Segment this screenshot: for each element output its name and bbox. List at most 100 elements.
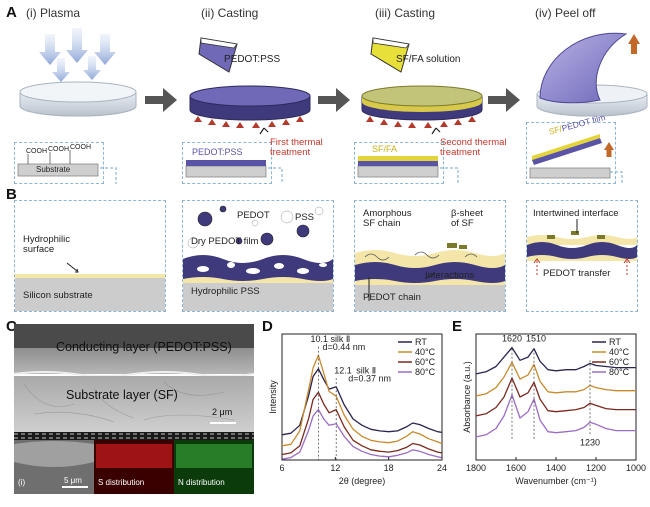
legend-label-3: 80°C bbox=[415, 367, 436, 377]
label-sf-fa-layer: SF/FA bbox=[372, 144, 398, 154]
chart-ftir: 1800 1600 1400 1200 1000 Wavenumber (cm⁻¹) Abs… bbox=[462, 333, 646, 486]
panel-a-letter: A bbox=[6, 4, 17, 21]
x-tick-label-4: 1000 bbox=[626, 463, 646, 473]
label-cooh-2: COOH bbox=[48, 146, 69, 153]
series-line-2 bbox=[281, 391, 443, 456]
panel-a-illustration bbox=[17, 28, 648, 184]
annotation-d-044: d=0.44 nm bbox=[322, 342, 365, 352]
label-hydrophilic-pss: Hydrophilic PSS bbox=[191, 286, 260, 297]
process-arrow-2 bbox=[318, 88, 350, 112]
legend-label-1: 40°C bbox=[609, 347, 630, 357]
x-tick-label-1: 1600 bbox=[506, 463, 526, 473]
plasma-arrows bbox=[39, 28, 116, 82]
legend-label-3: 80°C bbox=[609, 367, 630, 377]
label-conducting-layer: Conducting layer (PEDOT:PSS) bbox=[56, 340, 232, 354]
panel-b-letter: B bbox=[6, 186, 17, 203]
schematic-pedot-layer bbox=[185, 160, 267, 178]
plot-frame bbox=[281, 333, 443, 461]
label-first-thermal: First thermal treatment bbox=[270, 137, 323, 158]
annotation-silk-ii-2: silk Ⅱ bbox=[356, 365, 376, 375]
b3-illustration bbox=[355, 243, 505, 311]
frame-substrate bbox=[14, 142, 104, 184]
series-line-2 bbox=[475, 377, 636, 417]
label-amorphous-sf: Amorphous SF chain bbox=[363, 208, 412, 229]
label-pedot-pss-layer: PEDOT:PSS bbox=[192, 147, 243, 157]
step-peel-off-title: (iv) Peel off bbox=[535, 6, 596, 20]
process-arrow-1 bbox=[145, 88, 177, 112]
x-tick-label-0: 6 bbox=[279, 463, 284, 473]
legend-label-1: 40°C bbox=[415, 347, 436, 357]
schematic-peel-film bbox=[529, 134, 614, 179]
label-dry-pedot-film: Dry PEDOT film bbox=[191, 236, 259, 247]
x-tick-label-3: 24 bbox=[437, 463, 447, 473]
label-substrate-layer: Substrate layer (SF) bbox=[66, 388, 178, 402]
series-line-1 bbox=[475, 361, 636, 397]
annotation-peak-121: 12.1 bbox=[334, 365, 352, 375]
schematic-substrate bbox=[17, 150, 99, 177]
b4-illustration bbox=[527, 219, 637, 311]
label-cooh-1: COOH bbox=[26, 148, 47, 155]
label-beta-sheet: β-sheet of SF bbox=[451, 208, 483, 229]
legend-label-2: 60°C bbox=[609, 357, 630, 367]
legend-label-2: 60°C bbox=[415, 357, 436, 367]
label-s-distribution: S distribution bbox=[98, 478, 145, 487]
sem-image bbox=[14, 324, 254, 494]
label-substrate: Substrate bbox=[36, 165, 71, 174]
dish-sf-casting bbox=[361, 37, 483, 135]
dish-peel-off bbox=[536, 32, 648, 117]
frame-b-hydrophilic: Hydrophilic surface Silicon substrate bbox=[14, 200, 166, 312]
schematic-sf-layer bbox=[357, 156, 439, 178]
legend-label-0: RT bbox=[609, 337, 621, 347]
frame-b-intertwined: Intertwined interface PEDOT transfer bbox=[526, 200, 638, 312]
step-casting-2-title: (iii) Casting bbox=[375, 6, 436, 20]
label-inset-i: (i) bbox=[18, 478, 26, 487]
step-plasma-title: (i) Plasma bbox=[26, 6, 81, 20]
y-axis-title: Absorbance (a.u.) bbox=[462, 361, 472, 433]
x-tick-label-3: 1200 bbox=[586, 463, 606, 473]
process-arrow-3 bbox=[488, 88, 520, 112]
x-tick-label-2: 1400 bbox=[546, 463, 566, 473]
x-axis-title: Wavenumber (cm⁻¹) bbox=[515, 476, 596, 486]
b2-illustration bbox=[183, 205, 333, 311]
series-line-0 bbox=[281, 368, 443, 436]
frame-sf-layer bbox=[354, 142, 444, 184]
frame-b-pedot: PEDOT PSS Dry PEDOT film Hydrophilic PSS bbox=[182, 200, 334, 312]
series-line-1 bbox=[281, 354, 443, 447]
annotation-1620: 1620 bbox=[502, 333, 522, 343]
label-sf-fa-solution: SF/FA solution bbox=[396, 54, 461, 65]
series-line-3 bbox=[475, 394, 636, 438]
x-tick-label-1: 12 bbox=[330, 463, 340, 473]
label-interactions: Interactions bbox=[425, 270, 475, 281]
chart-xrd: 6 12 18 24 2θ (degree) Intensity RT40°C60°C80°… bbox=[268, 333, 447, 486]
annotation-1230: 1230 bbox=[580, 437, 600, 447]
annotation-peak-101: 10.1 bbox=[310, 334, 328, 344]
annotation-silk-ii-1: silk Ⅱ bbox=[330, 334, 350, 344]
legend-label-0: RT bbox=[415, 337, 427, 347]
label-pedot: PEDOT bbox=[237, 210, 270, 221]
label-pss: PSS bbox=[295, 212, 315, 223]
label-scale-top: 2 μm bbox=[212, 407, 233, 417]
x-tick-label-0: 1800 bbox=[466, 463, 486, 473]
label-scale-bottom: 5 μm bbox=[64, 476, 82, 485]
annotation-d-037: d=0.37 nm bbox=[348, 373, 391, 383]
b1-illustration bbox=[15, 262, 165, 311]
x-tick-label-2: 18 bbox=[384, 463, 394, 473]
frame-pedot-layer bbox=[182, 142, 272, 184]
frame-peel-film bbox=[526, 122, 616, 184]
panel-d-letter: D bbox=[262, 318, 273, 335]
dish-plasma bbox=[19, 81, 137, 117]
y-axis-title: Intensity bbox=[268, 380, 278, 414]
label-n-distribution: N distribution bbox=[178, 478, 225, 487]
label-silicon-substrate: Silicon substrate bbox=[23, 290, 93, 301]
label-pedot-transfer: PEDOT transfer bbox=[543, 268, 611, 279]
label-cooh-3: COOH bbox=[70, 144, 91, 151]
label-pedot-chain: PEDOT chain bbox=[363, 292, 421, 303]
label-second-thermal: Second thermal treatment bbox=[440, 137, 507, 158]
dish-pedot-casting bbox=[189, 37, 311, 135]
frame-b-sf: Amorphous SF chain β-sheet of SF Interac… bbox=[354, 200, 506, 312]
label-intertwined-interface: Intertwined interface bbox=[533, 208, 619, 219]
step-casting-1-title: (ii) Casting bbox=[201, 6, 259, 20]
panel-c-letter: C bbox=[6, 318, 17, 335]
series-line-0 bbox=[475, 346, 636, 375]
label-pedot-pss-solution: PEDOT:PSS bbox=[224, 54, 281, 65]
